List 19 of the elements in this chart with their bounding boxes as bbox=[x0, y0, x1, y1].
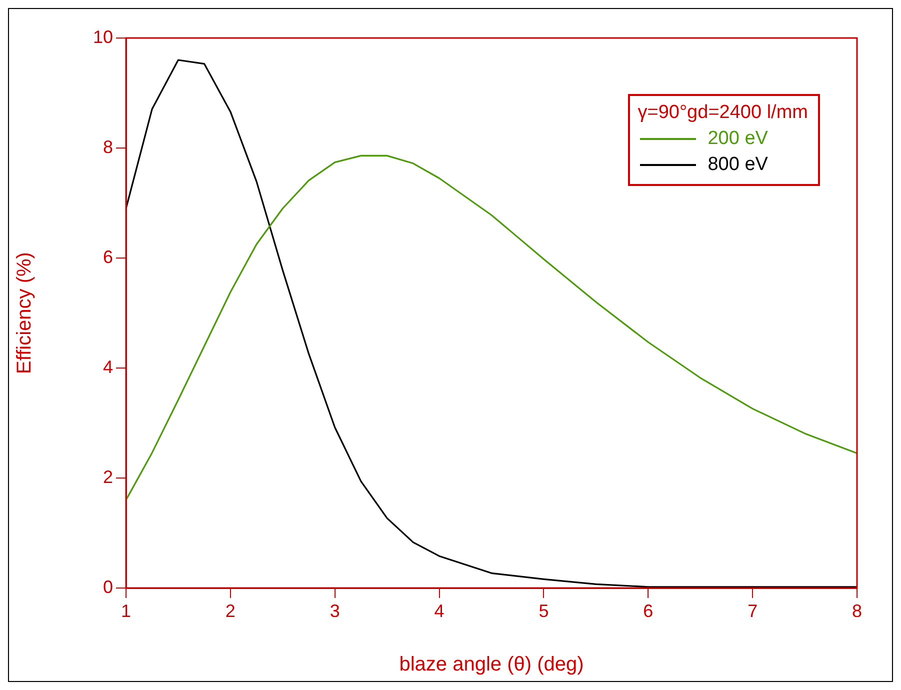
y-tick-label: 6 bbox=[102, 246, 113, 267]
x-tick-label: 3 bbox=[330, 600, 340, 621]
y-axis-title: Efficiency (%) bbox=[14, 252, 36, 374]
y-tick-label: 10 bbox=[92, 26, 113, 47]
legend-title: γ=90°gd=2400 l/mm bbox=[638, 102, 808, 124]
x-tick-label: 8 bbox=[852, 600, 862, 621]
y-tick-label: 2 bbox=[102, 466, 113, 487]
x-tick-label: 2 bbox=[225, 600, 236, 621]
y-tick-label: 0 bbox=[102, 576, 113, 597]
y-tick-label: 4 bbox=[102, 356, 113, 377]
x-axis-title: blaze angle (θ) (deg) bbox=[399, 654, 584, 676]
x-tick-label: 1 bbox=[120, 600, 132, 621]
x-tick-label: 6 bbox=[643, 600, 654, 621]
legend-label: 200 eV bbox=[708, 127, 768, 151]
x-tick-label: 4 bbox=[434, 600, 444, 621]
x-tick-label: 5 bbox=[538, 600, 549, 621]
legend-label: 800 eV bbox=[708, 153, 768, 177]
y-tick-label: 8 bbox=[102, 136, 113, 157]
x-tick-label: 7 bbox=[748, 600, 758, 621]
